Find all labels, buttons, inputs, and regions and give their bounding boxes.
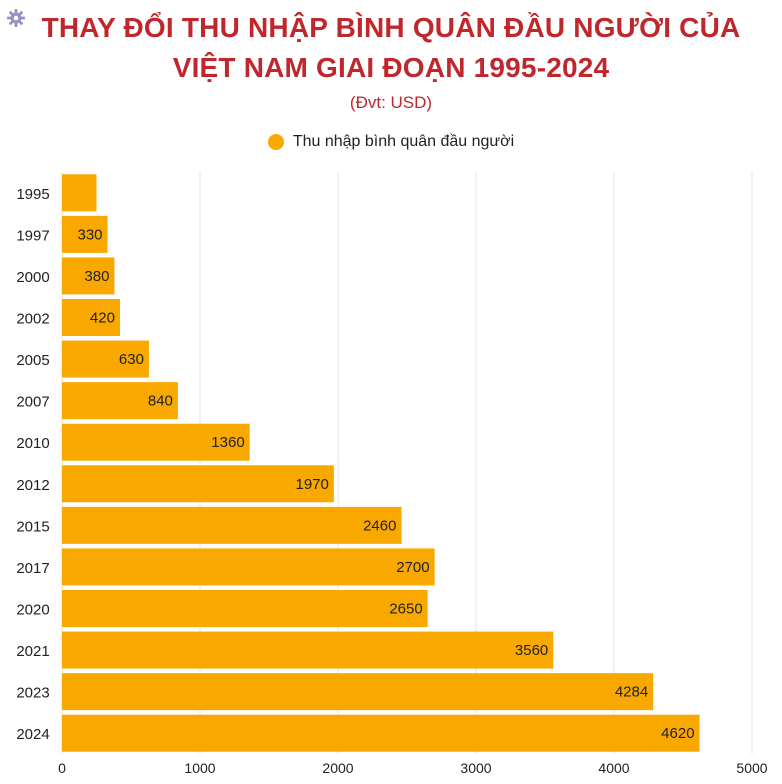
- gear-icon: [7, 9, 25, 27]
- bar[interactable]: [62, 257, 115, 295]
- x-tick-label: 2000: [322, 760, 353, 776]
- bar-value-label: 420: [90, 310, 115, 327]
- y-tick-label: 2015: [16, 518, 49, 535]
- x-tick-label: 3000: [460, 760, 491, 776]
- bar[interactable]: [62, 548, 435, 586]
- x-tick-label: 1000: [184, 760, 215, 776]
- y-tick-label: 1995: [16, 186, 49, 203]
- bar[interactable]: [62, 590, 428, 627]
- bar-value-label: 330: [78, 226, 103, 243]
- bar-value-label: 3560: [515, 642, 548, 659]
- bar[interactable]: [62, 299, 120, 336]
- chart-title-line2: VIỆT NAM GIAI ĐOẠN 1995-2024: [172, 52, 610, 83]
- bar-value-label: 840: [148, 393, 173, 410]
- bar[interactable]: [62, 631, 554, 669]
- x-tick-label: 5000: [736, 760, 767, 776]
- y-tick-label: 2020: [16, 602, 49, 619]
- bar[interactable]: [62, 423, 250, 461]
- y-tick-label: 2010: [16, 435, 49, 452]
- bar-value-label: 2700: [396, 559, 429, 576]
- y-tick-label: 2012: [16, 477, 49, 494]
- bar-value-label: 630: [119, 351, 144, 368]
- chart-title: THAY ĐỔI THU NHẬP BÌNH QUÂN ĐẦU NGƯỜI CỦ…: [0, 8, 782, 88]
- bar[interactable]: [62, 465, 334, 503]
- y-tick-label: 2021: [16, 643, 49, 660]
- legend-marker: [267, 134, 284, 150]
- bar-value-label: 380: [84, 268, 109, 285]
- bar-value-label: 1360: [211, 434, 244, 451]
- x-tick-label: 0: [58, 760, 66, 776]
- y-tick-label: 1997: [16, 227, 49, 244]
- y-tick-label: 2017: [16, 560, 49, 577]
- bar-value-label: 1970: [295, 476, 328, 493]
- y-tick-label: 2005: [16, 352, 49, 369]
- bar[interactable]: [62, 215, 108, 253]
- y-tick-label: 2023: [16, 685, 49, 702]
- chart-unit: (Đvt: USD): [349, 93, 433, 112]
- y-tick-label: 2024: [16, 726, 49, 743]
- y-axis-labels: 1995 1997 2000 2002 2005 2007 2010 2012 2015 2017…: [16, 186, 49, 743]
- y-tick-label: 2002: [16, 311, 49, 328]
- y-tick-label: 2007: [16, 394, 49, 411]
- y-tick-label: 2000: [16, 269, 49, 286]
- bar[interactable]: [62, 174, 97, 212]
- bar-value-label: 2460: [363, 517, 396, 534]
- bar-value-label: 4620: [661, 725, 694, 742]
- chart-title-line1: THAY ĐỔI THU NHẬP BÌNH QUÂN ĐẦU NGƯỜI CỦ…: [41, 12, 741, 43]
- bar[interactable]: [62, 714, 700, 752]
- legend[interactable]: Thu nhập bình quân đầu người: [0, 133, 782, 151]
- x-tick-label: 4000: [598, 760, 629, 776]
- bar-value-label: 4284: [615, 684, 648, 701]
- bar-value-label: 2650: [389, 601, 422, 618]
- legend-label: Thu nhập bình quân đầu người: [292, 133, 515, 150]
- bars: 330 380 420 630 840 1360 1970 2460 2700 2650 3560 4…: [62, 174, 700, 752]
- bar[interactable]: [62, 506, 402, 544]
- x-axis-labels: 0 1000 2000 3000 4000 5000: [58, 760, 768, 776]
- bar[interactable]: [62, 673, 654, 711]
- bar[interactable]: [62, 340, 149, 378]
- bar[interactable]: [62, 382, 178, 420]
